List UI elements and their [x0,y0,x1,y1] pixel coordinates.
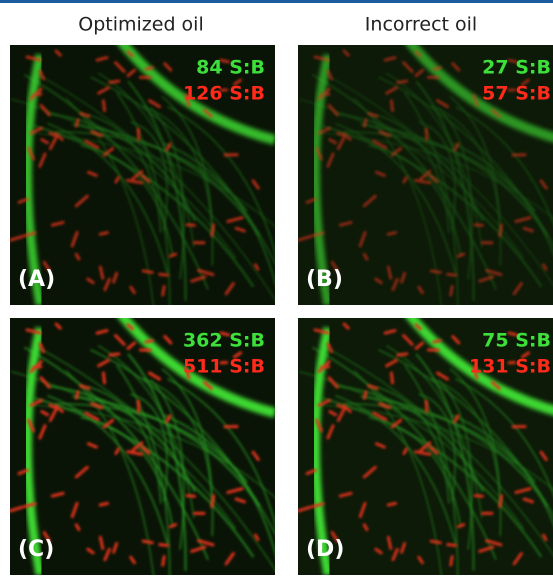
mitochondrion [103,101,104,111]
top-rule [0,0,553,3]
panel-label: (D) [306,537,344,562]
mitochondrion [212,225,214,236]
signal-to-background-red: 126 S:B [183,83,265,105]
signal-to-background-green: 27 S:B [482,57,551,79]
mitochondrion [431,271,440,273]
mitochondrion [475,496,482,497]
mitochondrion [143,541,152,543]
mitochondrion [398,81,407,82]
mitochondrion [170,254,175,256]
mitochondrion [398,354,407,355]
mitochondrion [187,225,194,226]
mitochondrion [391,373,392,383]
column-header: Incorrect oil [365,14,477,36]
mitochondrion [448,274,456,275]
mitochondrion [100,503,107,505]
signal-to-background-green: 362 S:B [183,330,265,352]
mitochondrion [187,496,194,497]
mitochondrion [388,503,395,505]
mitochondrion [431,541,440,543]
mitochondrion [458,525,463,527]
mitochondrion [364,392,366,398]
mitochondrion [451,287,452,295]
mitochondrion [500,225,502,236]
panel-label: (B) [306,267,343,292]
signal-to-background-red: 57 S:B [482,83,551,105]
mitochondrion [160,274,168,275]
mitochondrion [448,545,456,546]
mitochondrion [100,233,107,235]
mitochondrion [160,545,168,546]
mitochondrion [458,254,463,256]
mitochondrion [364,120,366,126]
mitochondrion [146,340,152,342]
mitochondrion [163,287,164,295]
mitochondrion [451,557,452,565]
mitochondrion [103,373,104,383]
mitochondrion [391,101,392,111]
mitochondrion [163,557,164,565]
micrograph [10,313,292,575]
signal-to-background-red: 131 S:B [469,356,551,378]
mitochondrion [500,496,502,507]
mitochondrion [143,271,152,273]
mitochondrion [110,81,119,82]
signal-to-background-green: 75 S:B [482,330,551,352]
mitochondrion [475,225,482,226]
figure: Optimized oil Incorrect oil 84 S:B 126 S:… [0,0,553,575]
panel-label: (C) [18,537,54,562]
mitochondrion [76,120,78,126]
mitochondrion [212,496,214,507]
mitochondrion [110,354,119,355]
micrograph [298,313,553,575]
mitochondrion [146,68,152,70]
mitochondrion [434,340,440,342]
mitochondrion [170,525,175,527]
column-header: Optimized oil [78,14,203,36]
mitochondrion [388,233,395,235]
signal-to-background-green: 84 S:B [196,57,265,79]
mitochondrion [76,392,78,398]
mitochondrion [434,68,440,70]
signal-to-background-red: 511 S:B [183,356,265,378]
panel-label: (A) [18,267,55,292]
